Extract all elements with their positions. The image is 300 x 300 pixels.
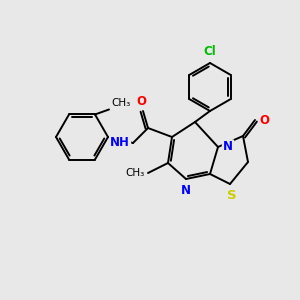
Text: NH: NH: [110, 136, 130, 149]
Text: CH₃: CH₃: [126, 168, 145, 178]
Text: O: O: [259, 113, 269, 127]
Text: N: N: [223, 140, 233, 154]
Text: S: S: [227, 189, 237, 202]
Text: N: N: [181, 184, 191, 197]
Text: CH₃: CH₃: [111, 98, 130, 109]
Text: O: O: [136, 95, 146, 108]
Text: Cl: Cl: [204, 45, 216, 58]
